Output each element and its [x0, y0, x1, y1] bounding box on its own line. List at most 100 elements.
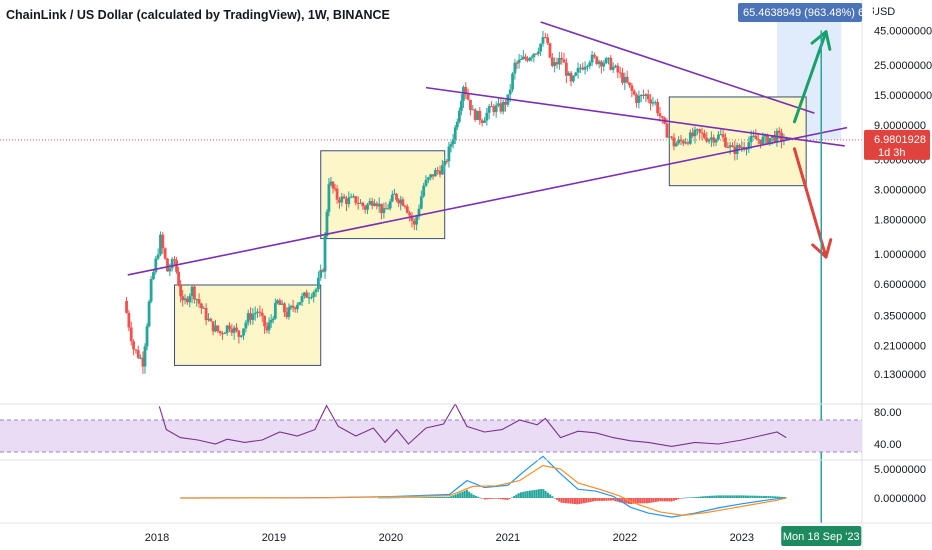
- candle-body: [401, 199, 405, 206]
- candle-body: [145, 326, 149, 347]
- candle-body: [302, 292, 306, 296]
- candle-body: [265, 326, 269, 331]
- candle-body: [323, 235, 327, 272]
- candle-body: [693, 129, 697, 137]
- macd-bar: [587, 498, 590, 503]
- candle-body: [449, 144, 453, 147]
- macd-bar: [702, 496, 705, 498]
- macd-bar: [506, 498, 509, 500]
- macd-bar: [425, 497, 428, 498]
- macd-bar: [580, 498, 583, 504]
- macd-bar: [715, 495, 718, 498]
- candle-body: [276, 300, 279, 303]
- macd-bar: [391, 497, 394, 499]
- price-tick-label: 45.0000000: [874, 25, 932, 37]
- macd-bar: [472, 494, 475, 498]
- macd-bar: [652, 498, 655, 503]
- candle-body: [451, 139, 455, 145]
- macd-bar: [744, 495, 747, 498]
- candle-body: [312, 292, 316, 298]
- arrow-down-head-2: [824, 238, 833, 259]
- candle-body: [688, 132, 692, 144]
- candle-body: [221, 333, 224, 335]
- macd-bar: [474, 495, 477, 498]
- macd-bar: [616, 498, 619, 502]
- macd-bar: [648, 498, 651, 504]
- macd-bar: [643, 498, 646, 504]
- candle-body: [658, 113, 662, 117]
- candle-body: [204, 307, 208, 321]
- candle-body: [361, 202, 365, 207]
- candle-body: [497, 103, 500, 106]
- candle-body: [524, 56, 527, 59]
- candle-body: [417, 208, 421, 217]
- candle-body: [445, 160, 449, 162]
- candle-body: [375, 203, 379, 207]
- macd-bar: [481, 498, 484, 499]
- price-tick-label: 1.0000000: [874, 249, 926, 261]
- candle-body: [370, 201, 374, 206]
- candle-body: [770, 135, 774, 138]
- candle-body: [368, 201, 372, 205]
- candle-body: [295, 304, 299, 310]
- candle-body: [562, 59, 566, 63]
- macd-bar: [742, 495, 745, 498]
- trendline-3: [540, 21, 815, 114]
- candle-body: [170, 259, 174, 269]
- candle-body: [588, 62, 592, 67]
- macd-bar: [636, 498, 639, 504]
- macd-bar: [470, 493, 473, 498]
- candle-body: [464, 86, 468, 95]
- macd-bar: [382, 497, 385, 499]
- candle-body: [195, 299, 199, 301]
- candle-body: [756, 138, 760, 140]
- macd-bar: [499, 498, 502, 500]
- price-tick-label: 1.8000000: [874, 214, 926, 226]
- candle-body: [340, 196, 344, 203]
- candle-body: [717, 134, 720, 140]
- macd-bar: [555, 498, 558, 500]
- candle-body: [211, 321, 215, 332]
- macd-bar: [623, 498, 626, 504]
- price-badge-countdown: 1d 3h: [878, 147, 906, 159]
- candle-body: [129, 327, 133, 342]
- macd-bar: [657, 498, 660, 502]
- candle-body: [152, 272, 155, 280]
- candle-body: [300, 295, 304, 303]
- macd-bar: [641, 498, 644, 504]
- macd-bar: [596, 498, 599, 501]
- macd-bar: [447, 496, 450, 498]
- macd-bar: [515, 494, 518, 498]
- candle-body: [726, 146, 730, 148]
- macd-bar: [546, 492, 549, 498]
- macd-bar: [717, 495, 720, 498]
- macd-bar: [411, 497, 414, 498]
- candle-body: [161, 234, 165, 249]
- macd-bar: [778, 496, 781, 498]
- candle-body: [223, 332, 227, 334]
- candle-body: [267, 322, 271, 331]
- candle-body: [571, 75, 575, 82]
- macd-bar: [459, 492, 462, 498]
- macd-bar: [614, 498, 617, 502]
- candle-body: [707, 139, 711, 142]
- candle-body: [154, 258, 158, 273]
- candle-body: [480, 120, 484, 123]
- candle-body: [501, 101, 505, 112]
- candle-body: [672, 137, 676, 147]
- candle-body: [710, 137, 713, 140]
- candle-body: [543, 37, 547, 39]
- candle-body: [429, 174, 433, 178]
- candle-body: [483, 120, 486, 123]
- range-box-1: [174, 284, 322, 366]
- macd-bar: [486, 498, 489, 500]
- candle-body: [289, 305, 293, 308]
- candle-body: [761, 136, 765, 145]
- candle-body: [597, 61, 601, 65]
- candle-body: [628, 82, 631, 86]
- macd-bar: [427, 497, 430, 498]
- macd-bar: [776, 496, 779, 498]
- macd-bar: [693, 497, 696, 498]
- macd-bar: [393, 497, 396, 499]
